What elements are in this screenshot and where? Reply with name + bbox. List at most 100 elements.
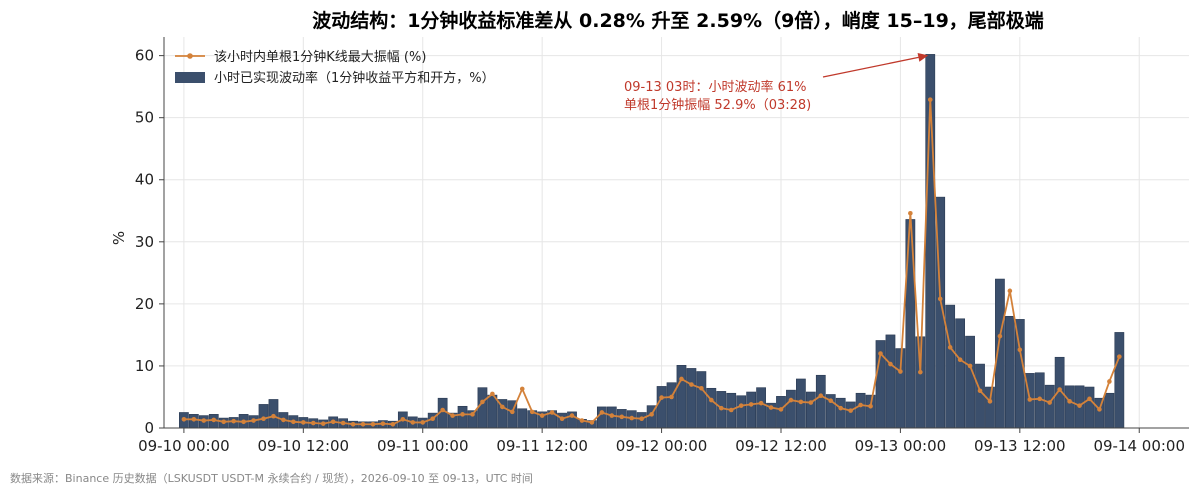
line-point [669, 394, 674, 400]
line-point [838, 405, 843, 411]
x-tick-label: 09-13 12:00 [974, 437, 1066, 455]
annotation: 09-13 03时：小时波动率 61% 单根1分钟振幅 52.9%（03:28) [624, 52, 929, 113]
line-point [400, 417, 406, 422]
line-point [410, 420, 416, 425]
line-point [589, 420, 595, 425]
bar [776, 396, 786, 429]
line-point [619, 414, 625, 420]
legend-line-marker [187, 53, 193, 59]
bar [656, 386, 667, 429]
line-point [878, 351, 883, 356]
bar [268, 399, 279, 429]
grid [164, 37, 1189, 429]
line-point [221, 419, 227, 425]
line-point [350, 421, 356, 427]
line-point [908, 210, 913, 216]
bar [965, 335, 975, 429]
line-point [927, 97, 933, 102]
line-point [440, 407, 445, 413]
bar [786, 389, 796, 429]
bar [258, 404, 269, 429]
line-point [868, 403, 873, 409]
y-tick-label: 0 [144, 419, 154, 437]
line-point [957, 357, 963, 363]
line-point [1107, 379, 1112, 384]
line-point [330, 419, 336, 425]
y-tick-label: 60 [135, 47, 154, 65]
line-point [609, 413, 615, 418]
line-point [549, 410, 555, 415]
line-point [898, 369, 903, 374]
line-point [858, 402, 863, 408]
x-tick-label: 09-12 00:00 [616, 437, 708, 455]
bar [805, 391, 816, 429]
line-point [1037, 396, 1043, 402]
line-point [231, 418, 236, 424]
line-point [500, 404, 505, 410]
line-point [510, 409, 515, 415]
line-point [1067, 399, 1072, 404]
bar [945, 304, 956, 429]
line-point [370, 421, 376, 427]
line-point [1017, 347, 1023, 353]
line-point [241, 419, 246, 425]
legend-line-label: 该小时内单根1分钟K线最大振幅 (%) [214, 49, 426, 65]
y-tick-label: 50 [135, 109, 154, 127]
axes: 0 10 20 30 40 50 60 09-10 00:00 09-10 12:00 09-11… [135, 37, 1189, 455]
line-point [380, 421, 386, 426]
bar [736, 395, 747, 429]
line-point [291, 419, 296, 425]
bar [696, 371, 707, 429]
line-point [987, 399, 993, 404]
line-point [569, 413, 575, 418]
legend-bar-label: 小时已实现波动率（1分钟收益平方和开方，%） [214, 70, 495, 86]
line-point [1047, 400, 1052, 405]
bar [845, 401, 856, 429]
bar [975, 363, 985, 429]
bar [756, 387, 766, 429]
line-point [1097, 407, 1102, 412]
x-tick-label: 09-11 00:00 [377, 437, 469, 455]
line-point [301, 420, 306, 425]
line-point [798, 399, 804, 405]
line-point [728, 407, 734, 413]
bar [517, 408, 528, 429]
line-point [271, 413, 276, 419]
line-point [778, 407, 784, 412]
line-point [629, 415, 635, 421]
bar [1114, 332, 1125, 429]
line-point [828, 398, 834, 403]
annotation-arrow [822, 56, 919, 78]
y-tick-label: 40 [135, 171, 154, 189]
line-point [539, 413, 545, 418]
line-point [559, 416, 565, 421]
line-point [450, 413, 455, 418]
x-tick-label: 09-10 00:00 [138, 437, 230, 455]
y-tick-label: 20 [135, 295, 154, 313]
line-point [679, 376, 684, 382]
x-tick-label: 09-10 12:00 [258, 437, 350, 455]
line-point [748, 402, 754, 407]
line-point [639, 416, 644, 421]
x-tick-label: 09-11 12:00 [496, 437, 588, 455]
source-note: 数据来源：Binance 历史数据（LSKUSDT USDT-M 永续合约 / … [10, 471, 533, 485]
bar [835, 397, 846, 429]
line-point [390, 421, 396, 427]
x-tick-label: 09-12 12:00 [735, 437, 827, 455]
line-point [470, 412, 475, 417]
line-point [340, 420, 346, 426]
bar [1064, 385, 1075, 429]
bar [955, 318, 965, 429]
line-point [181, 417, 187, 422]
line-series [181, 97, 1122, 427]
line-point [1077, 403, 1082, 408]
x-tick-label: 09-14 00:00 [1093, 437, 1185, 455]
line-point [738, 403, 744, 408]
line-point [599, 410, 605, 415]
bar [855, 392, 866, 429]
line-point [191, 417, 197, 422]
line-point [1087, 396, 1092, 402]
y-axis-label: % [110, 231, 128, 245]
line-point [320, 421, 326, 426]
line-point [649, 412, 654, 417]
